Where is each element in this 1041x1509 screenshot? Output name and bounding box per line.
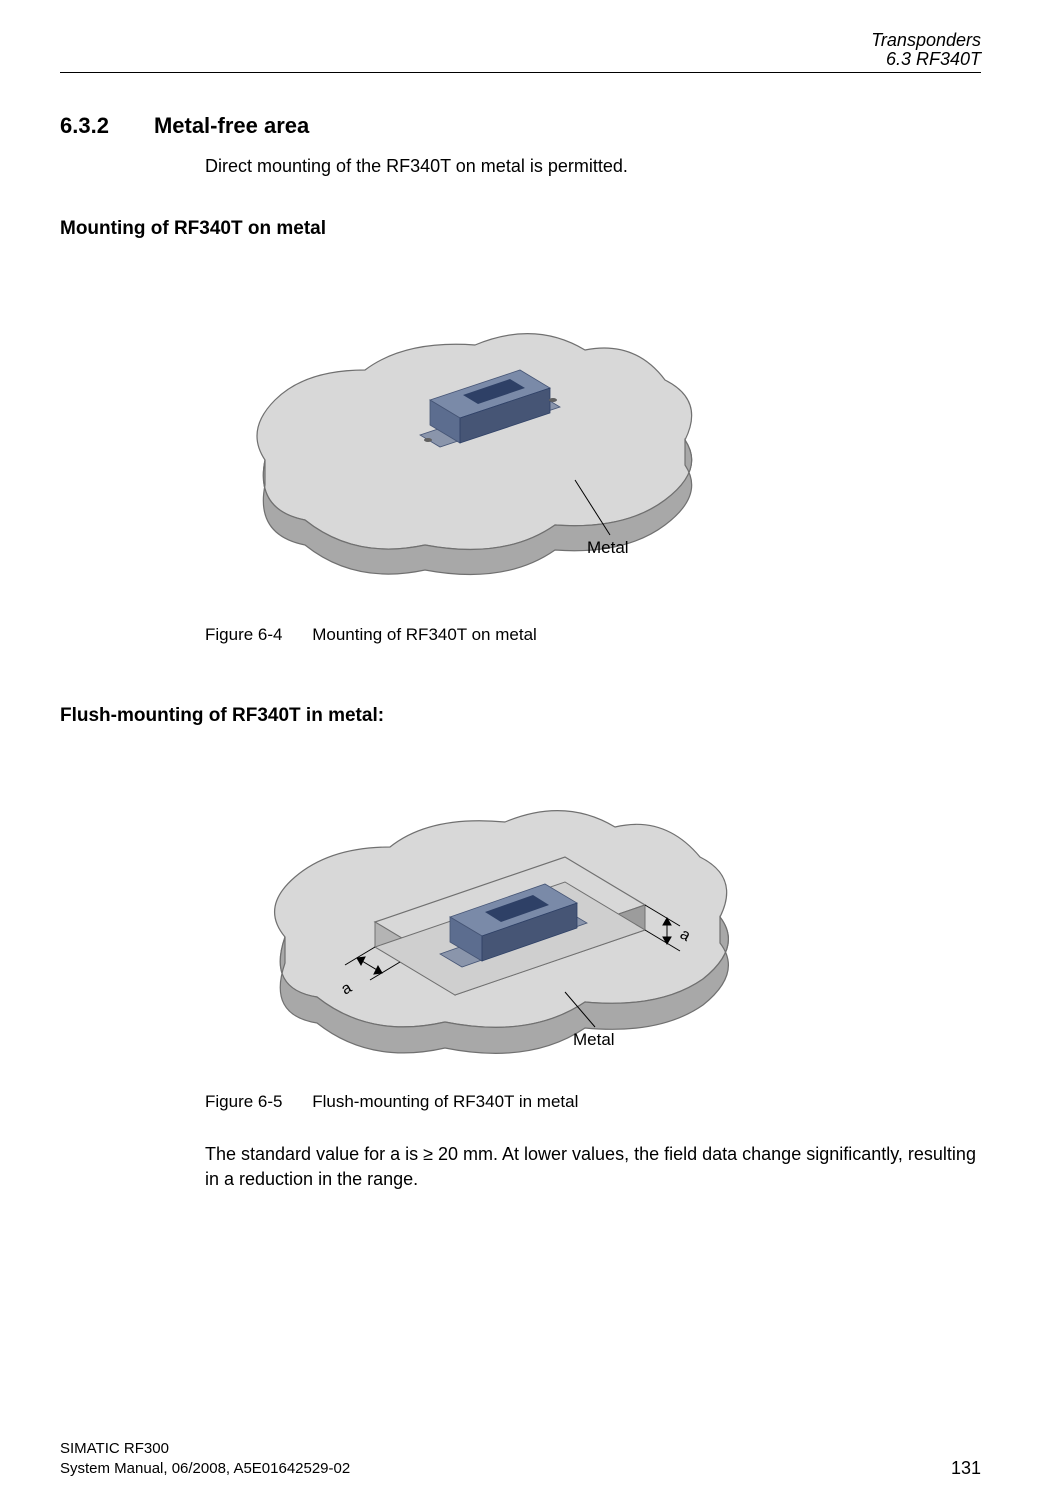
page-header: Transponders 6.3 RF340T: [60, 30, 981, 73]
figure-6-4-caption: Figure 6-4 Mounting of RF340T on metal: [205, 625, 981, 645]
figure-6-5-caption: Figure 6-5 Flush-mounting of RF340T in m…: [205, 1092, 981, 1112]
figure-6-4: Metal: [205, 260, 981, 610]
header-section: 6.3 RF340T: [60, 49, 981, 70]
page-number: 131: [951, 1458, 981, 1479]
footer-docid: System Manual, 06/2008, A5E01642529-02: [60, 1459, 350, 1479]
page-footer: SIMATIC RF300 System Manual, 06/2008, A5…: [60, 1439, 981, 1480]
fig1-title: Mounting of RF340T on metal: [312, 625, 537, 644]
intro-text: Direct mounting of the RF340T on metal i…: [205, 154, 981, 178]
section-title: Metal-free area: [154, 113, 309, 139]
fig2-title: Flush-mounting of RF340T in metal: [312, 1092, 578, 1111]
section-number: 6.3.2: [60, 113, 109, 139]
fig2-number: Figure 6-5: [205, 1092, 282, 1111]
fig1-metal-label: Metal: [587, 538, 629, 557]
sub1-heading: Mounting of RF340T on metal: [60, 218, 981, 240]
header-chapter: Transponders: [60, 30, 981, 51]
fig2-metal-label: Metal: [573, 1030, 615, 1049]
figure-6-5: a a Metal: [205, 747, 981, 1077]
flush-mount-note: The standard value for a is ≥ 20 mm. At …: [205, 1142, 981, 1192]
section-heading: 6.3.2 Metal-free area: [60, 113, 981, 139]
fig1-number: Figure 6-4: [205, 625, 282, 644]
footer-product: SIMATIC RF300: [60, 1439, 350, 1459]
sub2-heading: Flush-mounting of RF340T in metal:: [60, 705, 981, 727]
